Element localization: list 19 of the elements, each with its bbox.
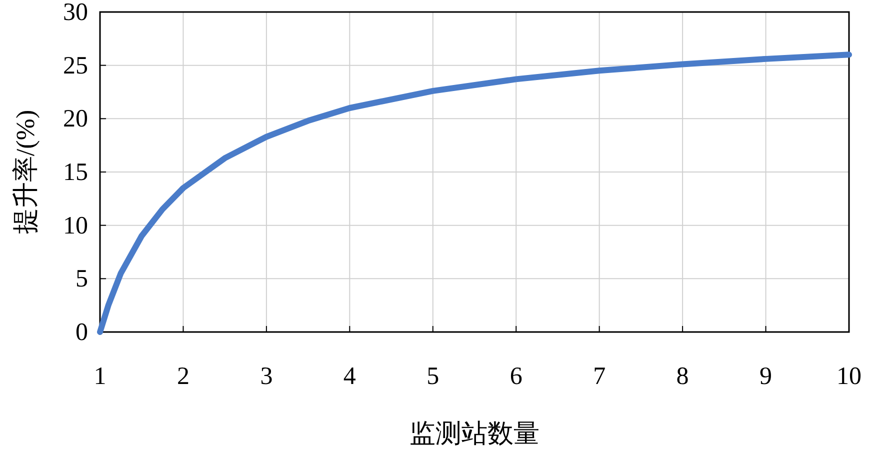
x-tick-label: 9 [760,363,772,390]
x-tick-label: 7 [593,363,606,390]
x-tick-label: 10 [836,363,862,390]
y-tick-label: 30 [63,0,88,26]
y-tick-label: 0 [76,319,88,346]
x-tick-label: 5 [426,363,440,390]
x-tick-label: 6 [510,363,522,390]
y-tick-label: 15 [63,159,88,186]
x-tick-label: 3 [260,363,273,390]
y-tick-label: 10 [63,212,88,240]
x-tick-label: 8 [676,363,689,390]
y-axis-title: 提升率/(%) [11,110,40,234]
y-tick-label: 20 [63,106,88,133]
x-tick-label: 4 [343,363,356,390]
x-axis-title: 监测站数量 [410,419,540,448]
x-tick-label: 2 [176,363,190,390]
x-tick-label: 1 [94,363,106,390]
y-tick-label: 25 [63,52,88,80]
y-tick-label: 5 [76,266,88,293]
